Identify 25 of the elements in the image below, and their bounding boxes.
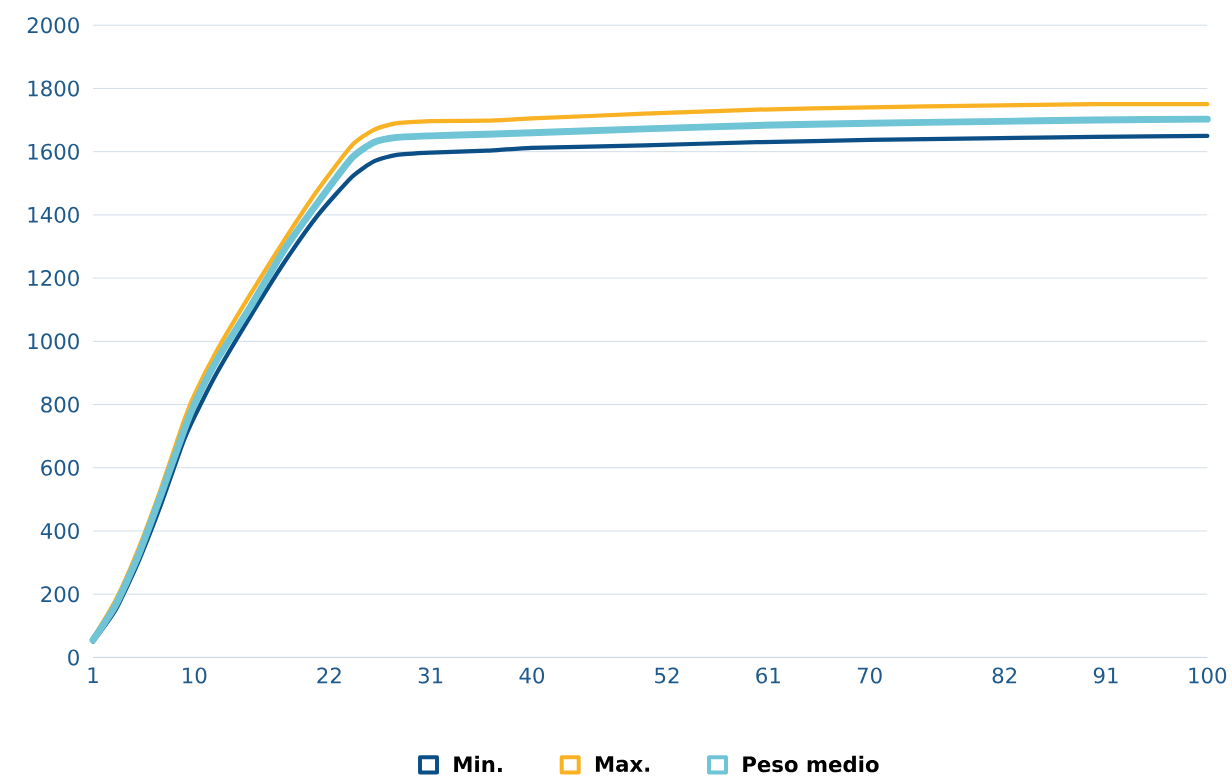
x-tick-label: 31 (418, 667, 443, 684)
y-tick-label: 1600 (28, 143, 79, 160)
y-tick-label: 400 (40, 522, 79, 539)
legend-label: Max. (595, 756, 650, 772)
x-tick-label: 22 (317, 667, 341, 684)
x-tick-label: 10 (183, 667, 207, 684)
y-tick-label: 1400 (28, 206, 79, 223)
x-tick-label: 52 (655, 667, 679, 684)
y-tick-label: 1200 (28, 269, 79, 286)
y-tick-label: 1800 (28, 80, 79, 97)
x-tick-label: 100 (1189, 667, 1227, 684)
y-tick-label: 2000 (27, 17, 79, 34)
x-tick-label: 61 (756, 667, 780, 684)
legend-label: Peso medio (743, 755, 879, 773)
x-tick-label: 40 (519, 667, 545, 684)
x-tick-label: 1 (88, 667, 98, 683)
legend-label: Min. (454, 755, 502, 772)
x-tick-label: 91 (1093, 667, 1118, 684)
y-tick-label: 0 (68, 649, 79, 666)
y-tick-label: 800 (41, 396, 79, 413)
y-tick-label: 1000 (28, 333, 79, 350)
y-tick-label: 200 (41, 586, 79, 603)
x-tick-label: 70 (857, 667, 882, 684)
x-tick-label: 82 (992, 667, 1017, 684)
y-tick-label: 600 (41, 459, 79, 476)
